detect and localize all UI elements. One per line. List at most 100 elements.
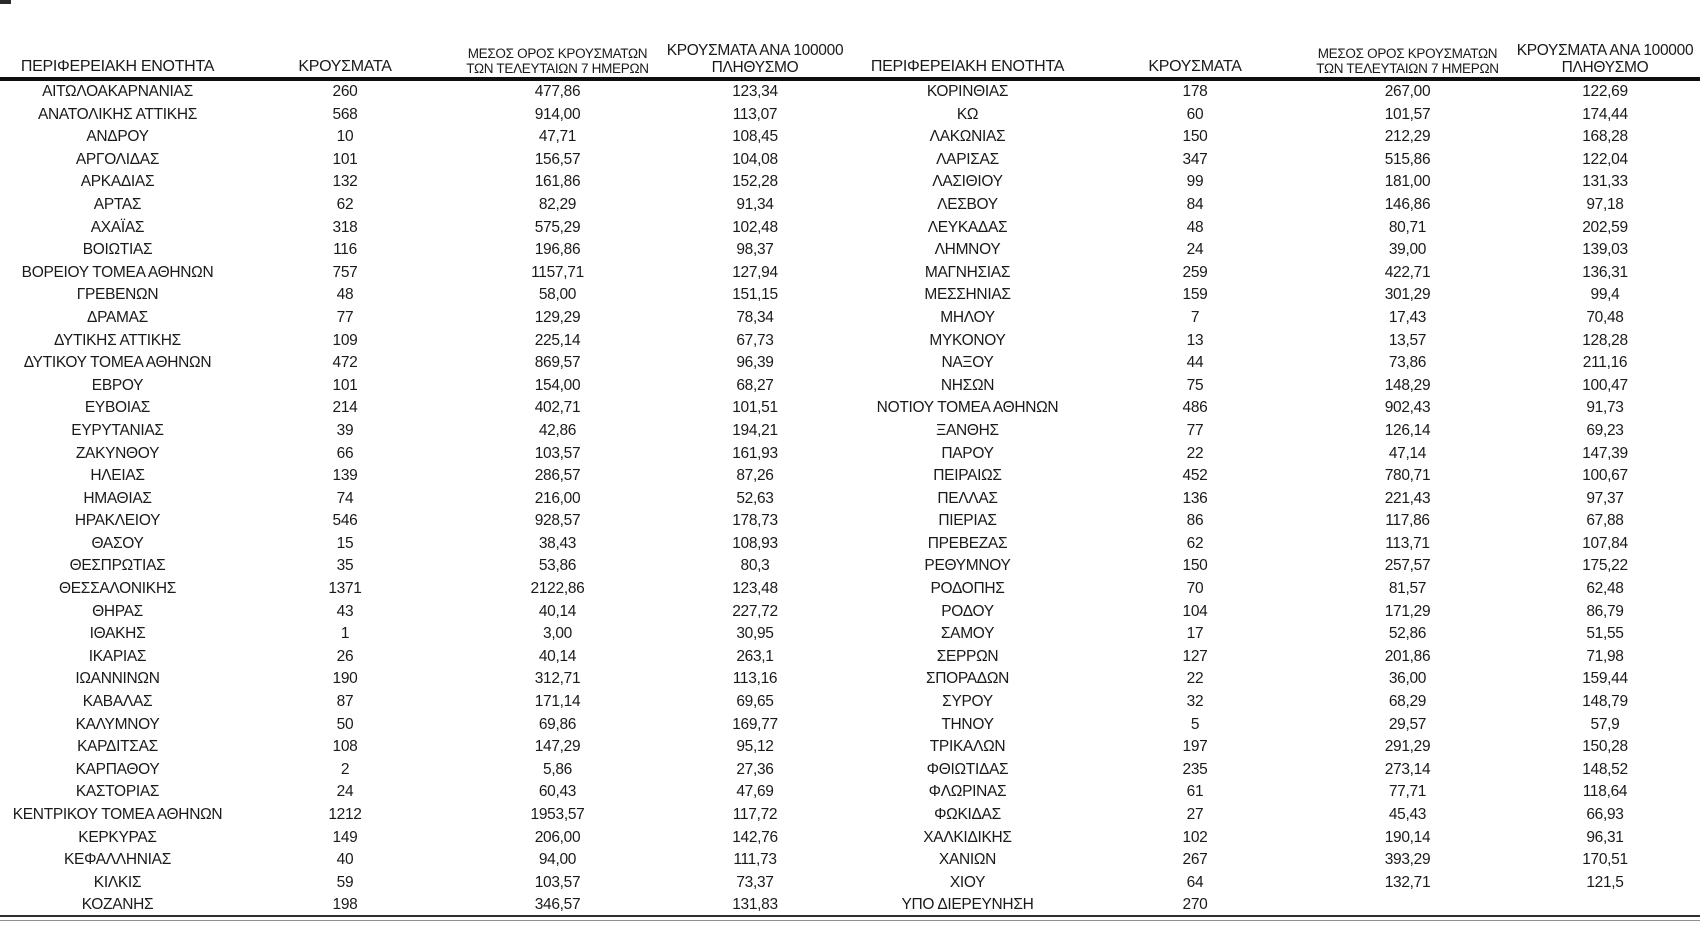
table-row: ΜΗΛΟΥ 7 17,43 70,48 [850,307,1700,330]
cell-per100k: 91,73 [1586,399,1624,417]
cell-avg7: 3,00 [543,625,572,643]
cell-region-name: ΚΑΒΑΛΑΣ [82,693,153,711]
cell-per100k: 108,45 [732,128,778,146]
cell-per100k: 152,28 [732,173,778,191]
cell-avg7: 52,86 [1388,625,1427,643]
cell-per100k: 67,88 [1586,512,1624,530]
cell-per100k: 102,48 [732,218,778,236]
cell-region-name: ΑΝΔΡΟΥ [86,128,149,146]
cell-per100k: 117,72 [732,806,778,823]
cell-per100k: 148,79 [1582,693,1628,711]
cell-cases: 40 [336,851,354,869]
cell-region-name: ΚΙΛΚΙΣ [93,873,142,891]
table-row: ΜΥΚΟΝΟΥ 13 13,57 128,28 [850,330,1700,353]
cell-cases: 159 [1182,286,1208,304]
cell-cases: 150 [1182,557,1208,575]
cell-region-name: ΒΟΡΕΙΟΥ ΤΟΜΕΑ ΑΘΗΝΩΝ [21,263,214,281]
corner-artifact-mark [0,0,11,4]
cell-cases: 108 [332,738,358,756]
column-header-label-line1: ΜΕΣΟΣ ΟΡΟΣ ΚΡΟΥΣΜΑΤΩΝ [467,46,648,61]
cell-region-name: ΑΡΓΟΛΙΔΑΣ [75,150,160,168]
table-row: ΛΑΣΙΘΙΟΥ 99 181,00 131,33 [850,171,1700,194]
cell-cases: 109 [332,331,358,349]
cell-cases: 99 [1186,173,1204,191]
cell-region-name: ΕΥΒΟΙΑΣ [84,399,151,417]
cell-per100k: 99,4 [1590,286,1620,304]
table-row: ΦΛΩΡΙΝΑΣ 61 77,71 118,64 [850,781,1700,804]
cell-cases: 15 [336,534,354,552]
cell-avg7: 132,71 [1384,873,1431,891]
cell-cases: 77 [1186,421,1204,439]
cell-cases: 10 [336,128,354,146]
table-row: ΛΑΡΙΣΑΣ 347 515,86 122,04 [850,149,1700,172]
cell-cases: 70 [1186,580,1204,598]
cell-per100k: 123,48 [732,580,778,598]
table-row: ΠΕΛΛΑΣ 136 221,43 97,37 [850,488,1700,511]
cell-avg7: 40,14 [538,602,577,620]
table-row: ΚΑΡΠΑΘΟΥ 2 5,86 27,36 [0,759,850,782]
cell-cases: 50 [336,715,354,733]
table-row: ΕΒΡΟΥ 101 154,00 68,27 [0,375,850,398]
cell-avg7: 147,29 [534,738,581,756]
cell-region-name: ΙΩΑΝΝΙΝΩΝ [75,670,160,688]
cell-region-name: ΦΘΙΩΤΙΔΑΣ [926,760,1009,778]
cell-region-name: ΠΡΕΒΕΖΑΣ [927,534,1008,552]
cell-cases: 27 [1186,806,1204,823]
cell-per100k: 66,93 [1586,806,1624,823]
cell-per100k [1510,894,1700,917]
cell-avg7: 212,29 [1384,128,1431,146]
cell-cases: 43 [336,602,354,620]
cell-cases: 101 [332,376,358,394]
cell-avg7: 869,57 [534,354,581,372]
cell-avg7: 53,86 [538,557,577,575]
cell-per100k: 70,48 [1586,308,1624,326]
table-row: ΣΠΟΡΑΔΩΝ 22 36,00 159,44 [850,668,1700,691]
cell-per100k: 194,21 [732,421,778,439]
table-row: ΠΡΕΒΕΖΑΣ 62 113,71 107,84 [850,533,1700,556]
cell-cases: 149 [332,828,358,846]
cell-avg7: 225,14 [534,331,581,349]
cell-per100k: 148,52 [1582,760,1628,778]
cell-region-name: ΑΝΑΤΟΛΙΚΗΣ ΑΤΤΙΚΗΣ [37,105,198,123]
table-row: ΕΥΡΥΤΑΝΙΑΣ 39 42,86 194,21 [0,420,850,443]
table-row: ΤΗΝΟΥ 5 29,57 57,9 [850,714,1700,737]
cell-per100k: 100,67 [1582,467,1628,485]
table-row: ΠΑΡΟΥ 22 47,14 147,39 [850,443,1700,466]
table-row: ΜΕΣΣΗΝΙΑΣ 159 301,29 99,4 [850,284,1700,307]
cell-region-name: ΛΗΜΝΟΥ [934,241,1001,259]
cell-per100k: 175,22 [1582,557,1628,575]
cell-region-name: ΚΑΡΠΑΘΟΥ [75,760,160,778]
cell-avg7: 312,71 [534,670,581,688]
cell-avg7: 73,86 [1388,354,1427,372]
cell-cases: 77 [336,308,354,326]
cell-cases: 198 [332,896,358,914]
cell-per100k: 47,69 [736,783,774,801]
table-row: ΖΑΚΥΝΘΟΥ 66 103,57 161,93 [0,443,850,466]
table-row: ΓΡΕΒΕΝΩΝ 48 58,00 151,15 [0,284,850,307]
table-body-left: ΑΙΤΩΛΟΑΚΑΡΝΑΝΙΑΣ 260 477,86 123,34 ΑΝΑΤΟΛΙΚΗ… [0,79,850,917]
table-row: ΔΥΤΙΚΟΥ ΤΟΜΕΑ ΑΘΗΝΩΝ 472 869,57 96,39 [0,352,850,375]
cell-region-name: ΚΑΣΤΟΡΙΑΣ [75,783,160,801]
cell-cases: 486 [1182,399,1208,417]
cell-cases: 61 [1186,783,1204,801]
table-row: ΛΑΚΩΝΙΑΣ 150 212,29 168,28 [850,126,1700,149]
cell-cases: 66 [336,444,354,462]
cell-avg7: 5,86 [543,760,572,778]
table-row: ΑΡΤΑΣ 62 82,29 91,34 [0,194,850,217]
cell-cases: 1371 [328,580,362,598]
cell-avg7: 902,43 [1384,399,1431,417]
cell-avg7: 39,00 [1388,241,1427,259]
cell-cases: 472 [332,354,358,372]
cell-per100k: 96,39 [736,354,774,372]
table-row: ΚΑΛΥΜΝΟΥ 50 69,86 169,77 [0,714,850,737]
table-row: ΘΑΣΟΥ 15 38,43 108,93 [0,533,850,556]
table-row: ΔΥΤΙΚΗΣ ΑΤΤΙΚΗΣ 109 225,14 67,73 [0,330,850,353]
table-row: ΡΟΔΟΥ 104 171,29 86,79 [850,601,1700,624]
cell-avg7: 13,57 [1388,331,1427,349]
table-row: ΒΟΡΕΙΟΥ ΤΟΜΕΑ ΑΘΗΝΩΝ 757 1157,71 127,94 [0,262,850,285]
cell-cases: 260 [332,83,358,100]
cell-cases: 127 [1182,647,1208,665]
cell-region-name: ΘΗΡΑΣ [92,602,143,620]
cell-avg7: 575,29 [534,218,581,236]
cell-avg7: 42,86 [538,421,577,439]
